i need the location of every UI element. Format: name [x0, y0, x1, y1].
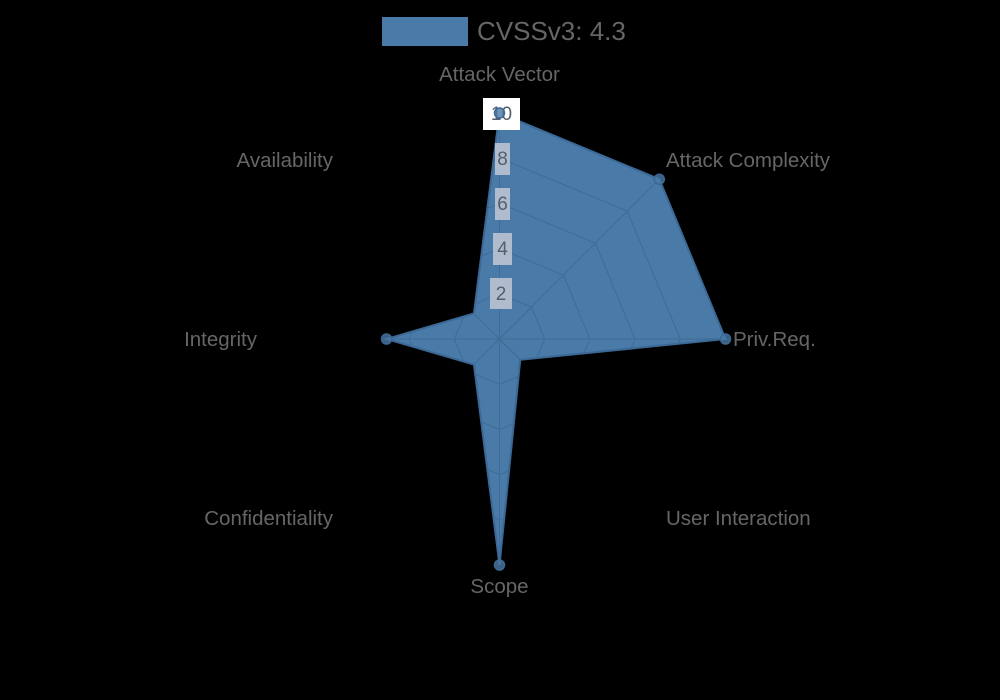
svg-text:Attack Complexity: Attack Complexity — [666, 149, 831, 172]
svg-text:2: 2 — [496, 284, 507, 305]
svg-text:Attack Vector: Attack Vector — [439, 63, 560, 86]
svg-text:Availability: Availability — [237, 149, 334, 172]
svg-text:4: 4 — [497, 239, 508, 260]
svg-text:User Interaction: User Interaction — [666, 507, 811, 530]
svg-text:CVSSv3: 4.3: CVSSv3: 4.3 — [477, 16, 626, 46]
svg-text:Integrity: Integrity — [184, 328, 258, 351]
svg-text:8: 8 — [497, 149, 508, 170]
svg-text:Confidentiality: Confidentiality — [204, 507, 334, 530]
svg-text:6: 6 — [497, 194, 508, 215]
svg-text:Scope: Scope — [470, 575, 528, 598]
svg-text:Priv.Req.: Priv.Req. — [733, 328, 816, 351]
